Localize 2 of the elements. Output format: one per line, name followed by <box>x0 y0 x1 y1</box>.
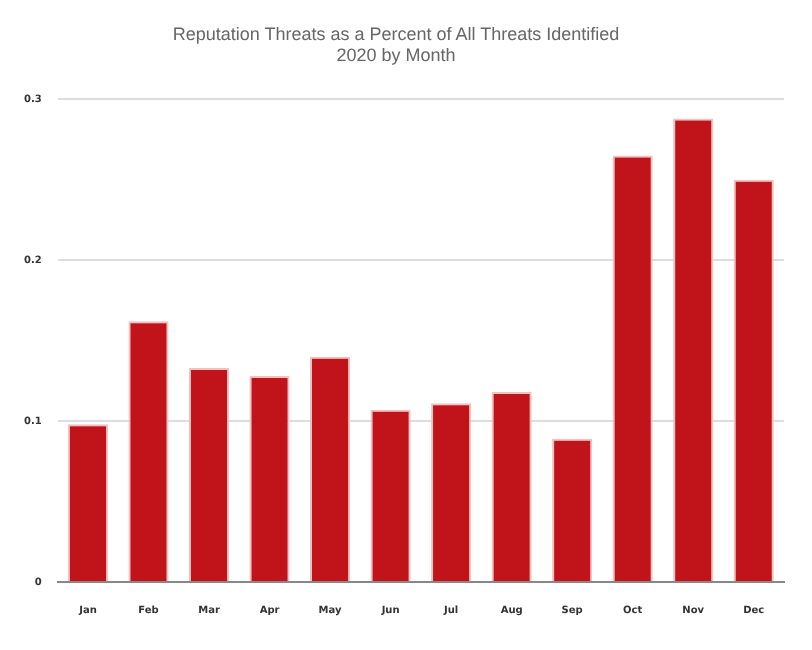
chart-subtitle: 2020 by Month <box>336 45 456 66</box>
chart-title: Reputation Threats as a Percent of All Threats Identified <box>172 23 620 44</box>
